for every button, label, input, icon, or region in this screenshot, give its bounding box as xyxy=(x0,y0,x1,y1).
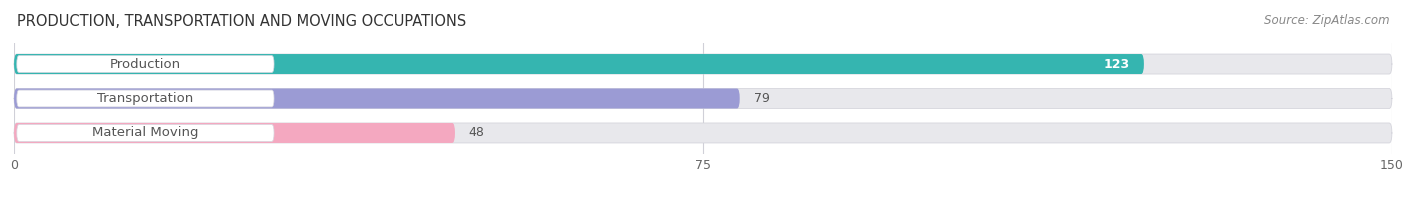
Text: PRODUCTION, TRANSPORTATION AND MOVING OCCUPATIONS: PRODUCTION, TRANSPORTATION AND MOVING OC… xyxy=(17,14,467,29)
FancyBboxPatch shape xyxy=(17,56,274,72)
Text: Transportation: Transportation xyxy=(97,92,194,105)
Text: Material Moving: Material Moving xyxy=(93,126,198,139)
FancyBboxPatch shape xyxy=(14,54,1144,74)
Text: Production: Production xyxy=(110,58,181,71)
FancyBboxPatch shape xyxy=(17,90,274,107)
FancyBboxPatch shape xyxy=(14,88,1392,109)
FancyBboxPatch shape xyxy=(14,123,1392,143)
FancyBboxPatch shape xyxy=(14,88,740,109)
Text: 79: 79 xyxy=(754,92,769,105)
FancyBboxPatch shape xyxy=(17,125,274,141)
FancyBboxPatch shape xyxy=(14,54,1392,74)
Text: 48: 48 xyxy=(468,126,485,139)
FancyBboxPatch shape xyxy=(14,123,456,143)
Text: Source: ZipAtlas.com: Source: ZipAtlas.com xyxy=(1264,14,1389,27)
Text: 123: 123 xyxy=(1104,58,1130,71)
